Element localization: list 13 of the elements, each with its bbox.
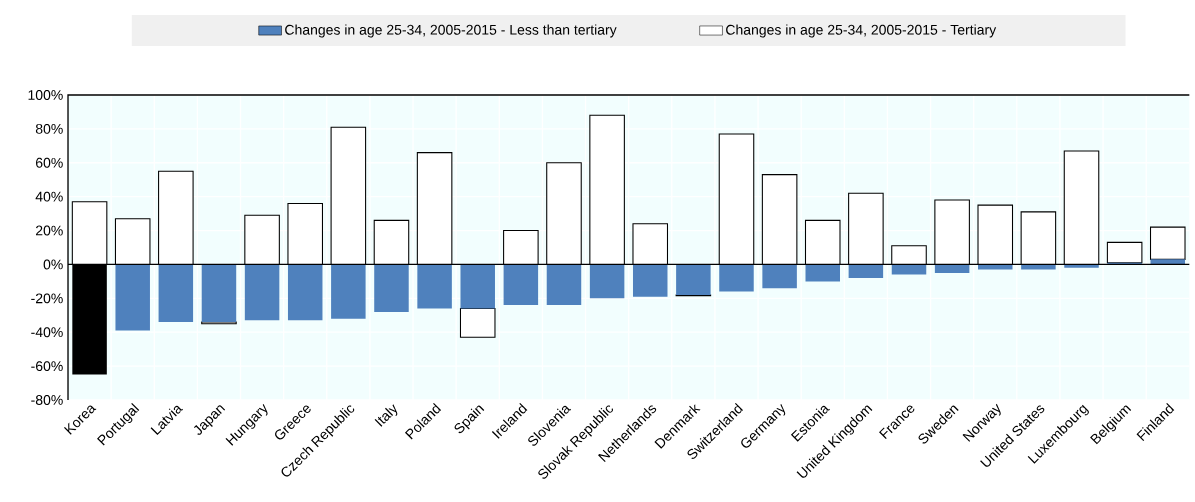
legend-label: Changes in age 25-34, 2005-2015 - Tertiary	[726, 24, 997, 38]
y-tick-label: 0%	[43, 259, 63, 270]
y-tick-label: -40%	[31, 327, 63, 338]
x-tick-label: Italy	[374, 404, 398, 427]
y-tick-label: 100%	[28, 90, 63, 100]
y-tick-label: -20%	[31, 293, 63, 304]
y-tick-label: 80%	[35, 123, 63, 134]
y-tick-label: -80%	[31, 395, 63, 405]
y-tick-label: 40%	[35, 191, 63, 202]
legend-label: Changes in age 25-34, 2005-2015 - Less than tertiary	[285, 24, 617, 38]
y-tick-label: 20%	[35, 225, 63, 236]
y-tick-label: 60%	[35, 157, 63, 168]
y-tick-label: -60%	[31, 361, 63, 372]
